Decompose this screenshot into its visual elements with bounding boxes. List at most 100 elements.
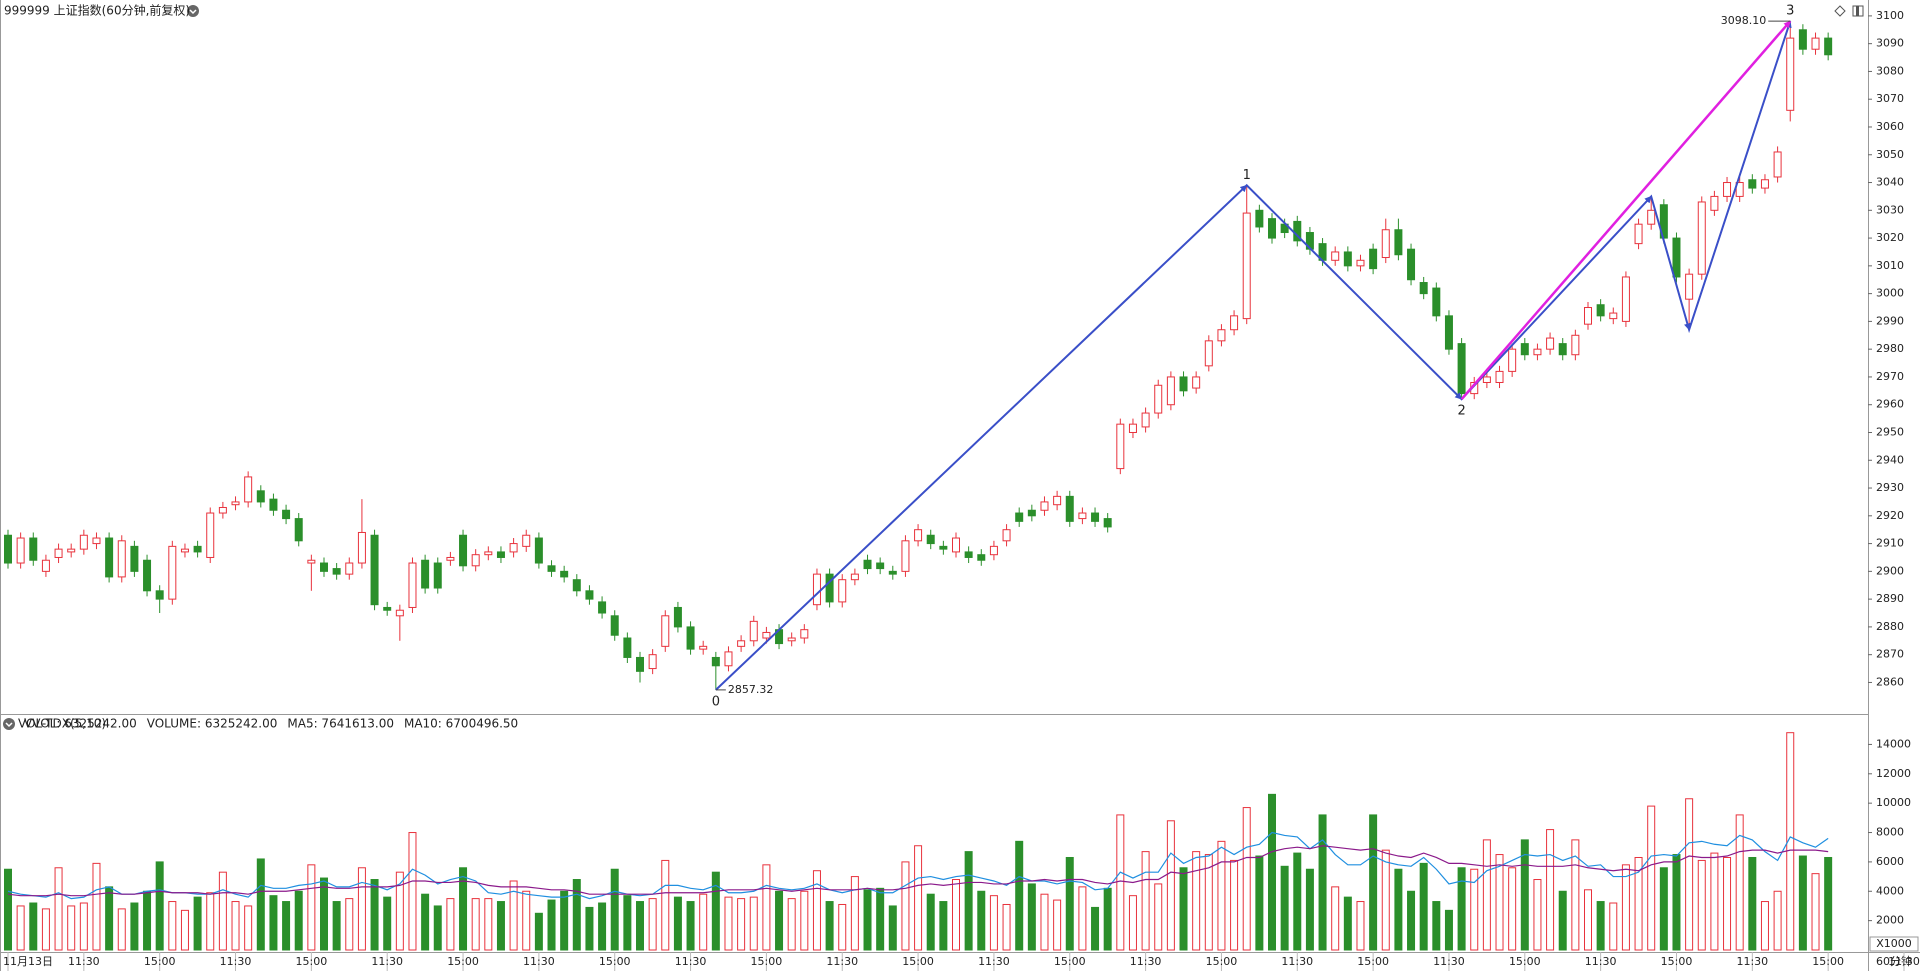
x-tick-label: 11:30 bbox=[523, 955, 555, 968]
candle-body bbox=[1166, 376, 1175, 406]
candle-body bbox=[598, 601, 607, 614]
volume-bar bbox=[926, 893, 935, 951]
volume-bar bbox=[901, 861, 910, 951]
candle-body bbox=[1621, 276, 1630, 322]
candle-body bbox=[1331, 251, 1340, 261]
x-tick-label: 11:30 bbox=[371, 955, 403, 968]
volume-bar bbox=[471, 898, 480, 951]
volume-bar bbox=[1331, 886, 1340, 951]
candle-body bbox=[1407, 248, 1416, 281]
volume-bar bbox=[1571, 839, 1580, 951]
candle-body bbox=[1356, 259, 1365, 267]
volume-bar bbox=[522, 890, 531, 951]
candle-body bbox=[787, 637, 796, 642]
candle-body bbox=[1495, 370, 1504, 383]
candle-body bbox=[1609, 312, 1618, 320]
y-tick-label: 3040 bbox=[1876, 176, 1904, 189]
volume-bar bbox=[1015, 840, 1024, 951]
volume-bar bbox=[1040, 893, 1049, 951]
dropdown-icon[interactable] bbox=[3, 718, 15, 730]
x-tick-label: 11:30 bbox=[220, 955, 252, 968]
volume-bar bbox=[509, 880, 518, 951]
candle-body bbox=[180, 548, 189, 553]
y-tick-label: 3070 bbox=[1876, 92, 1904, 105]
volume-bar bbox=[1128, 895, 1137, 951]
dropdown-icon[interactable] bbox=[187, 5, 199, 17]
volume-bar bbox=[79, 902, 88, 951]
legend-entry: VVOL: 6325242.00 bbox=[24, 717, 137, 731]
volume-bar bbox=[1078, 886, 1087, 951]
x-tick-label: 11:30 bbox=[1888, 955, 1920, 968]
trend-arrow bbox=[1644, 195, 1652, 204]
volume-bar bbox=[1811, 873, 1820, 951]
y-tick-label: 2990 bbox=[1876, 314, 1904, 327]
candle-body bbox=[79, 534, 88, 550]
volume-bar bbox=[888, 905, 897, 951]
x-tick-label: 11:30 bbox=[1433, 955, 1465, 968]
volume-bar bbox=[585, 906, 594, 951]
candle-body bbox=[1065, 495, 1074, 522]
y-tick-label: 14000 bbox=[1876, 737, 1911, 750]
candle-body bbox=[1394, 229, 1403, 256]
trend-line bbox=[1460, 20, 1792, 400]
volume-bar bbox=[218, 871, 227, 951]
x-tick-label: 15:00 bbox=[296, 955, 328, 968]
ma-line bbox=[7, 831, 1829, 900]
volume-bar bbox=[699, 893, 708, 951]
volume-bar bbox=[1002, 903, 1011, 951]
candle-body bbox=[1040, 501, 1049, 511]
y-tick-label: 2950 bbox=[1876, 425, 1904, 438]
diamond-icon[interactable] bbox=[1834, 5, 1846, 17]
y-tick-label: 2900 bbox=[1876, 564, 1904, 577]
volume-bar bbox=[1103, 887, 1112, 951]
y-tick-label: 3060 bbox=[1876, 120, 1904, 133]
volume-bar bbox=[294, 890, 303, 951]
x-tick-label: 15:00 bbox=[144, 955, 176, 968]
candle-body bbox=[1141, 412, 1150, 428]
volume-bar bbox=[92, 862, 101, 951]
volume-bar bbox=[686, 901, 695, 951]
candle-body bbox=[67, 548, 76, 553]
candle-body bbox=[1116, 423, 1125, 470]
volume-bar bbox=[1470, 868, 1479, 951]
candle-body bbox=[1824, 37, 1833, 56]
volume-bar bbox=[143, 890, 152, 951]
volume-bar bbox=[572, 879, 581, 951]
candle-body bbox=[1571, 334, 1580, 356]
chart-title: 999999 上证指数(60分钟,前复权) bbox=[4, 3, 190, 18]
high-label: 3098.10 bbox=[1721, 14, 1767, 27]
candle-body bbox=[307, 559, 316, 564]
volume-bar bbox=[623, 895, 632, 951]
y-tick-label: 2920 bbox=[1876, 509, 1904, 522]
candle-body bbox=[421, 559, 430, 589]
candle-body bbox=[332, 568, 341, 575]
candle-body bbox=[585, 590, 594, 600]
wave-label: 0 bbox=[712, 694, 720, 709]
volume-bar bbox=[964, 851, 973, 951]
candle-body bbox=[231, 501, 240, 506]
volume-bar bbox=[1773, 890, 1782, 951]
volume-bar bbox=[939, 901, 948, 951]
candle-body bbox=[41, 559, 50, 572]
volume-bar bbox=[724, 896, 733, 951]
candle-body bbox=[130, 545, 139, 572]
candle-body bbox=[1735, 182, 1744, 197]
volume-bar bbox=[1558, 890, 1567, 951]
volume-bar bbox=[446, 898, 455, 951]
candle-body bbox=[1647, 209, 1656, 225]
candle-body bbox=[1520, 343, 1529, 356]
candle-body bbox=[1103, 518, 1112, 528]
volume-bar bbox=[1786, 732, 1795, 951]
volume-bar bbox=[1520, 839, 1529, 951]
volume-bar bbox=[1495, 854, 1504, 951]
candle-body bbox=[762, 631, 771, 639]
y-tick-label: 3080 bbox=[1876, 64, 1904, 77]
volume-bar bbox=[484, 898, 493, 951]
dropdown-arrow bbox=[189, 9, 197, 15]
volume-bar bbox=[117, 908, 126, 951]
volume-bar bbox=[1027, 883, 1036, 951]
volume-bar bbox=[1760, 901, 1769, 951]
x-tick-label: 15:00 bbox=[1206, 955, 1238, 968]
volume-bar bbox=[231, 901, 240, 951]
candle-body bbox=[1697, 201, 1706, 275]
